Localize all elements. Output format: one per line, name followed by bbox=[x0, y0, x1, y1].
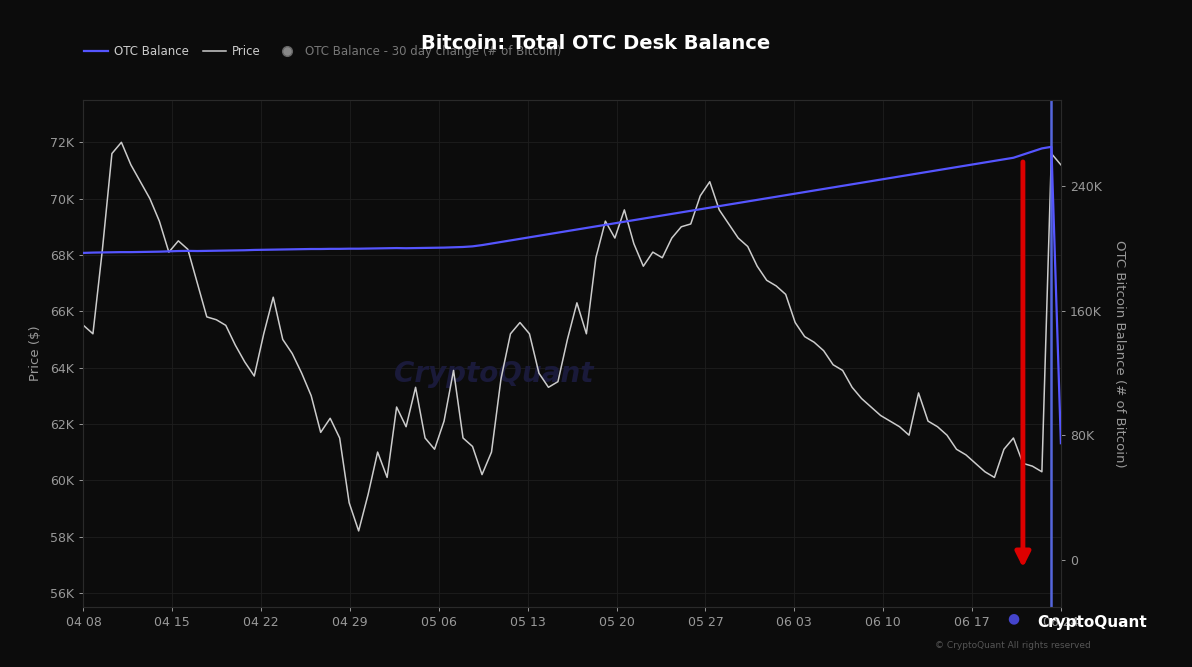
Y-axis label: OTC Bitcoin Balance (# of Bitcoin): OTC Bitcoin Balance (# of Bitcoin) bbox=[1113, 239, 1126, 468]
Text: CryptoQuant: CryptoQuant bbox=[1037, 616, 1147, 630]
Text: ●: ● bbox=[1007, 611, 1019, 625]
Text: © CryptoQuant All rights reserved: © CryptoQuant All rights reserved bbox=[935, 642, 1091, 650]
Y-axis label: Price ($): Price ($) bbox=[29, 325, 42, 382]
Text: CryptoQuant: CryptoQuant bbox=[395, 360, 594, 388]
Text: Bitcoin: Total OTC Desk Balance: Bitcoin: Total OTC Desk Balance bbox=[422, 34, 770, 53]
Legend: OTC Balance, Price, OTC Balance - 30 day change (# of Bitcoin): OTC Balance, Price, OTC Balance - 30 day… bbox=[80, 40, 566, 63]
